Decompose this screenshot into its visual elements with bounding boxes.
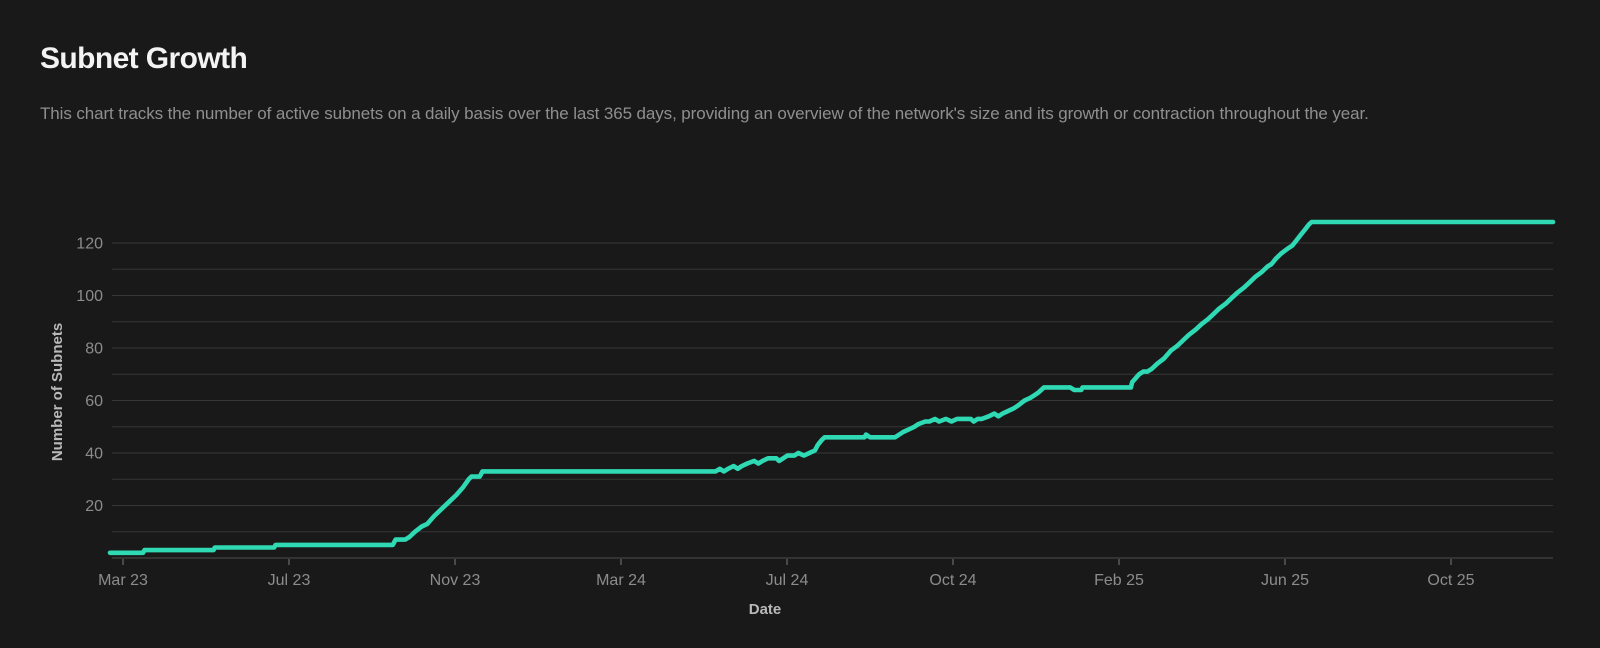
y-axis-title: Number of Subnets [49,323,66,461]
x-tick-label: Mar 23 [98,572,148,589]
x-tick-label: Oct 24 [929,572,976,589]
x-tick-label: Jul 23 [268,572,311,589]
y-tick-label: 40 [85,446,103,463]
y-tick-label: 60 [85,393,103,410]
x-tick-label: Oct 25 [1427,572,1474,589]
x-tick-label: Feb 25 [1094,572,1144,589]
y-tick-label: 100 [76,288,103,305]
x-tick-label: Jun 25 [1261,572,1309,589]
growth-line[interactable] [107,219,1556,556]
x-tick-label: Jul 24 [766,572,809,589]
subnet-growth-plot: Mar 23 Jul 23 Nov 23 Mar 24 Jul 24 Oct 24 Feb … [49,219,1556,618]
x-tick-label: Nov 23 [430,572,481,589]
chart-header: Subnet Growth This chart tracks the numb… [40,42,1369,124]
y-tick-label: 80 [85,341,103,358]
subnet-growth-chart: Mar 23 Jul 23 Nov 23 Mar 24 Jul 24 Oct 24 Feb … [0,180,1600,643]
page-title: Subnet Growth [40,42,248,75]
page-subtitle: This chart tracks the number of active s… [40,104,1369,123]
y-tick-label: 120 [76,236,103,253]
y-tick-label: 20 [85,498,103,515]
x-tick-label: Mar 24 [596,572,646,589]
x-axis-title: Date [749,601,782,618]
